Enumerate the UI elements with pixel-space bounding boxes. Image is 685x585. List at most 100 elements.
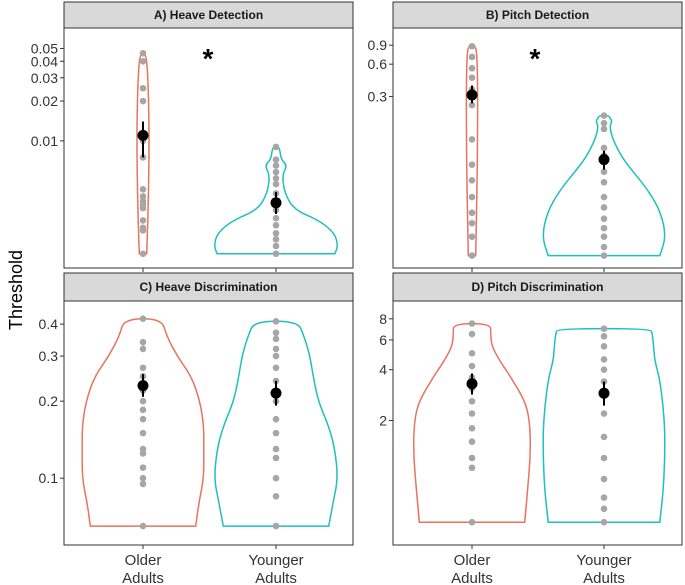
panel-B-point-younger xyxy=(600,144,608,152)
panel-C-point-younger xyxy=(272,352,280,360)
panel-A-ytick-label: 0.03 xyxy=(31,70,58,86)
panel-B-point-older xyxy=(468,219,476,227)
panel-D: D) Pitch Discrimination 2 4 6 8 xyxy=(379,272,683,549)
y-axis-label: Threshold xyxy=(6,250,26,330)
panel-A: A) Heave Detection 0.01 0.02 0.030.040.05 * xyxy=(31,1,354,272)
panel-D-point-older xyxy=(468,349,476,357)
panel-C-point-older xyxy=(139,315,147,322)
panel-D-point-older xyxy=(468,410,476,417)
panel-B-point-older xyxy=(468,136,476,143)
panel-D-point-older xyxy=(468,518,476,526)
panel-A-point-younger xyxy=(272,156,280,164)
panel-B-point-older xyxy=(468,74,476,81)
panel-C-point-younger xyxy=(272,474,280,482)
panel-C-point-younger xyxy=(272,364,280,372)
panel-B-point-older xyxy=(468,252,476,259)
panel-A-point-younger xyxy=(272,221,280,229)
panel-A-ytick-label: 0.01 xyxy=(31,133,58,149)
panel-A-ytick-label: 0.02 xyxy=(31,93,58,109)
panel-D-point-older xyxy=(468,330,476,338)
panel-A-point-older xyxy=(139,250,147,258)
panel-D-strip xyxy=(392,272,683,302)
panel-B-point-younger xyxy=(600,168,608,176)
panel-B-plot-area xyxy=(392,27,683,269)
panel-A-point-older xyxy=(139,49,147,57)
panel-C-point-older xyxy=(139,345,147,353)
panel-B-title: B) Pitch Detection xyxy=(486,8,589,22)
panel-C-point-older xyxy=(139,338,147,346)
panel-C-point-younger xyxy=(272,335,280,343)
x-category-older-line2: Adults xyxy=(122,570,164,585)
x-category-older-line1: Older xyxy=(125,552,162,569)
panel-A-point-younger xyxy=(272,143,280,151)
panel-A-point-older xyxy=(139,57,147,65)
panel-B-strip xyxy=(392,1,683,29)
x-category-younger-line1: Younger xyxy=(248,552,303,569)
panel-D-point-younger xyxy=(600,475,608,483)
panel-D-point-younger xyxy=(600,454,608,462)
panel-A-point-older xyxy=(139,97,147,105)
panel-B-point-older xyxy=(468,177,476,184)
panel-B-point-younger xyxy=(600,178,608,186)
panel-B-point-older xyxy=(468,233,476,240)
panel-B-point-older xyxy=(468,101,476,109)
panel-A-plot-area xyxy=(63,27,354,269)
panel-B-point-younger xyxy=(600,193,608,201)
panel-C-point-younger xyxy=(272,445,280,453)
x-axis-categories: Older Adults Younger Adults Older Adults… xyxy=(122,552,632,585)
panel-D-point-older xyxy=(468,454,476,462)
panel-C-point-older xyxy=(139,429,147,437)
panel-D-point-younger xyxy=(600,505,608,513)
panel-A-point-older xyxy=(139,227,147,234)
panel-D-point-younger xyxy=(600,325,608,332)
panel-C-point-older xyxy=(139,450,147,457)
panel-C-point-older xyxy=(139,397,147,405)
panel-D-mean-younger xyxy=(598,387,610,399)
panel-B-point-older xyxy=(468,161,476,168)
panel-C-ytick-label: 0.2 xyxy=(39,393,59,409)
panel-C-point-older xyxy=(139,415,147,423)
panel-C-point-older xyxy=(139,480,147,488)
panel-B-point-younger xyxy=(600,204,608,211)
panel-C-ytick-label: 0.4 xyxy=(39,316,59,332)
panel-A-point-younger xyxy=(272,250,280,258)
panel-D-ytick-label: 8 xyxy=(379,311,387,327)
panel-D-point-older xyxy=(468,362,476,370)
panel-B: B) Pitch Detection 0.3 0.6 0.9 * xyxy=(368,1,683,272)
panel-D-violin-older xyxy=(412,322,532,523)
panel-C-mean-younger xyxy=(270,387,282,399)
panel-D-point-younger xyxy=(600,343,608,350)
panel-A-point-younger xyxy=(272,229,280,237)
panel-D-mean-older xyxy=(466,378,478,390)
panel-A-significance: * xyxy=(203,43,214,74)
panel-B-ytick-label: 0.6 xyxy=(368,56,388,72)
panel-A-point-younger xyxy=(272,236,280,243)
panel-C-point-older xyxy=(139,474,147,482)
panel-C-point-older xyxy=(139,464,147,471)
panel-B-point-younger xyxy=(600,125,608,133)
panel-C-point-older xyxy=(139,364,147,372)
panel-A-point-older xyxy=(139,217,147,224)
panel-B-point-younger xyxy=(600,215,608,223)
panel-A-point-younger xyxy=(272,242,280,250)
x-category-younger-line2-right: Adults xyxy=(583,570,625,585)
panel-D-point-older xyxy=(468,464,476,472)
panel-B-point-older xyxy=(468,193,476,201)
panel-D-point-older xyxy=(468,320,476,327)
panel-D-point-older xyxy=(468,438,476,445)
panel-D-point-older xyxy=(468,424,476,432)
x-category-older-line2-right: Adults xyxy=(451,570,493,585)
panel-A-mean-older xyxy=(137,129,149,141)
panel-B-point-older xyxy=(468,209,476,217)
panel-B-point-younger xyxy=(600,224,608,232)
panel-B-point-younger xyxy=(600,243,608,251)
panel-D-plot-area xyxy=(392,300,683,546)
panel-C-point-younger xyxy=(272,415,280,423)
panel-C-violin-older xyxy=(81,317,205,527)
panel-A-point-older xyxy=(139,84,147,92)
panel-A-point-younger xyxy=(272,180,280,188)
panel-C-point-younger xyxy=(272,454,280,462)
panel-D-point-older xyxy=(468,397,476,405)
x-category-younger-line1-right: Younger xyxy=(576,552,631,569)
